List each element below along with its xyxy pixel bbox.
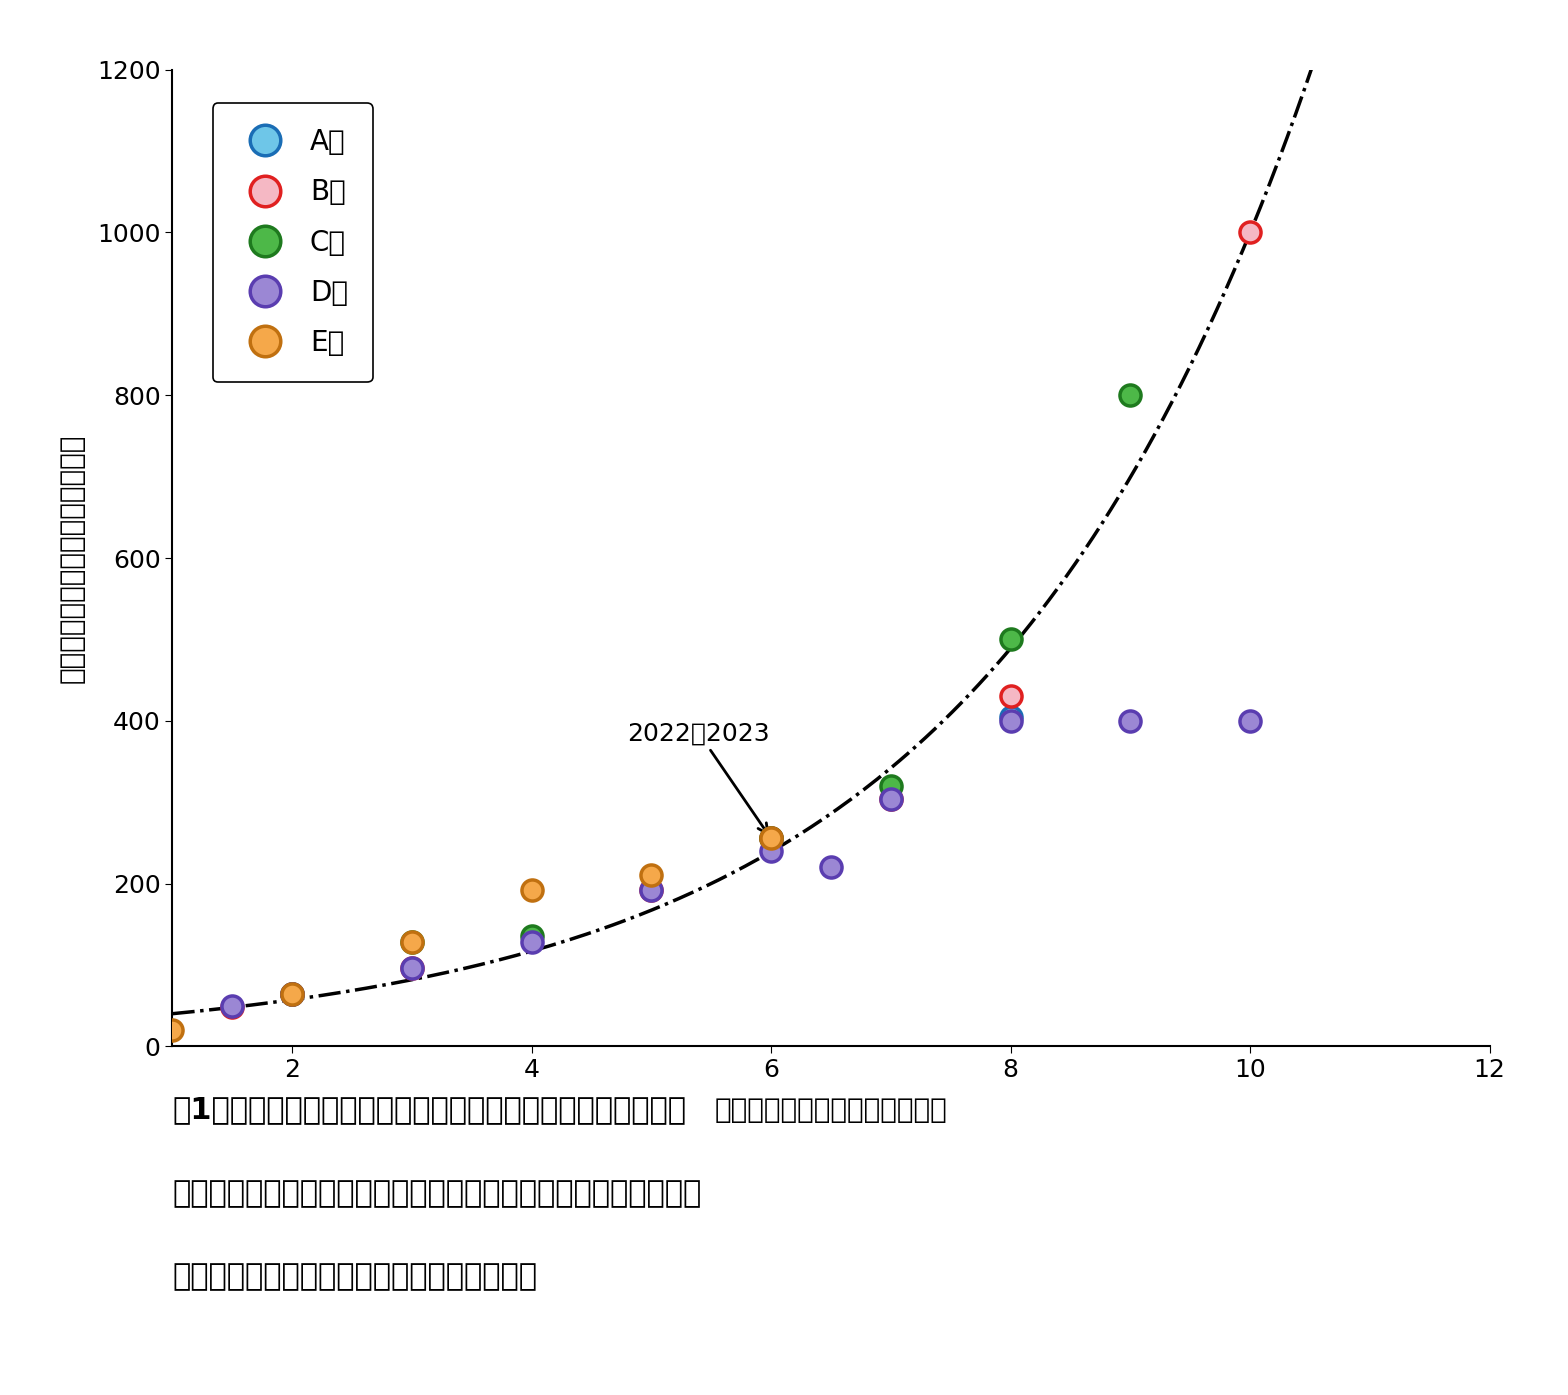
Point xyxy=(999,706,1024,728)
Point xyxy=(878,788,903,810)
Point xyxy=(759,827,784,850)
Point xyxy=(1118,384,1143,406)
Legend: A社, B社, C社, D社, E社: A社, B社, C社, D社, E社 xyxy=(213,103,373,382)
Point xyxy=(400,957,425,979)
Point xyxy=(999,710,1024,732)
Point xyxy=(638,879,663,901)
Point xyxy=(400,930,425,953)
Text: 2022～2023: 2022～2023 xyxy=(627,721,770,834)
Point xyxy=(519,930,544,953)
Point xyxy=(279,983,304,1006)
Point xyxy=(999,685,1024,707)
Point xyxy=(878,774,903,797)
Point xyxy=(878,788,903,810)
Point xyxy=(1237,222,1262,244)
Point xyxy=(1118,710,1143,732)
Point xyxy=(279,983,304,1006)
Text: 的に増加させようと開発に取り組んでいる．: 的に増加させようと開発に取り組んでいる． xyxy=(172,1262,538,1292)
Point xyxy=(638,864,663,887)
Point xyxy=(1237,710,1262,732)
Point xyxy=(759,827,784,850)
X-axis label: 三次元フラッシュメモリの世代: 三次元フラッシュメモリの世代 xyxy=(715,1096,947,1124)
Point xyxy=(638,879,663,901)
Point xyxy=(279,983,304,1006)
Point xyxy=(220,996,245,1018)
Point xyxy=(519,925,544,947)
Point xyxy=(759,840,784,862)
Point xyxy=(519,879,544,901)
Point xyxy=(999,628,1024,650)
Point xyxy=(759,827,784,850)
Point xyxy=(400,957,425,979)
Point xyxy=(818,857,844,879)
Point xyxy=(400,930,425,953)
Text: ビットコストの低減を目指し，各メーカは積層数をほぼ指数関数: ビットコストの低減を目指し，各メーカは積層数をほぼ指数関数 xyxy=(172,1179,702,1208)
Point xyxy=(220,995,245,1017)
Text: 図1　三次元フラッシュメモリの積層数の推移　　大容量化，: 図1 三次元フラッシュメモリの積層数の推移 大容量化， xyxy=(172,1095,687,1124)
Point xyxy=(160,1018,185,1041)
Point xyxy=(279,983,304,1006)
Y-axis label: 三次元フラッシュメモリの積層数: 三次元フラッシュメモリの積層数 xyxy=(58,434,86,682)
